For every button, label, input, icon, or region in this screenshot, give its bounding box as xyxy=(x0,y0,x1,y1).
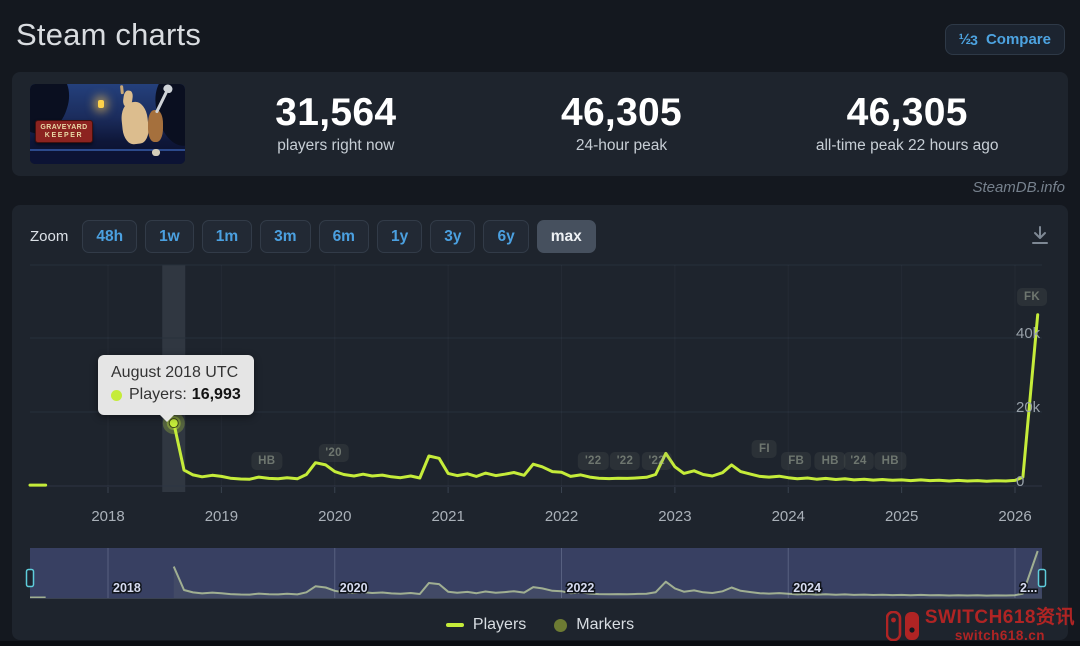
zoom-buttons: 48h 1w 1m 3m 6m 1y 3y 6y max xyxy=(82,220,596,253)
chart-toolbar: Zoom 48h 1w 1m 3m 6m 1y 3y 6y max xyxy=(30,220,1054,253)
site-watermark: SWITCH618资讯 switch618.cn xyxy=(885,607,1075,644)
stat-label: players right now xyxy=(277,136,395,154)
zoom-button-6y[interactable]: 6y xyxy=(483,220,529,253)
chart-panel: Zoom 48h 1w 1m 3m 6m 1y 3y 6y max 2018 2020 2022 20… xyxy=(12,205,1068,640)
event-marker-22[interactable]: '22 xyxy=(641,452,672,470)
event-marker-FI[interactable]: FI xyxy=(752,440,777,458)
donkey-figure xyxy=(119,100,151,146)
stat-label: 24-hour peak xyxy=(575,136,668,154)
stat-value: 31,564 xyxy=(275,91,397,135)
tooltip-value: 16,993 xyxy=(191,386,241,404)
series-dot-icon xyxy=(111,390,122,402)
zoom-button-3y[interactable]: 3y xyxy=(430,220,476,253)
zoom-button-48h[interactable]: 48h xyxy=(82,220,138,253)
chart-legend: Players Markers xyxy=(12,616,1068,634)
zoom-button-1y[interactable]: 1y xyxy=(376,220,423,253)
players-line-swatch xyxy=(445,623,464,627)
navigator-year-label: 2020 xyxy=(340,581,368,595)
stat-label: all-time peak 22 hours ago xyxy=(815,136,999,154)
x-axis-label: 2019 xyxy=(205,508,238,525)
compare-label: Compare xyxy=(985,31,1051,48)
lantern-icon xyxy=(98,100,104,108)
game-capsule: GRAVEYARD KEEPER xyxy=(30,84,185,164)
navigator-year-label: 2024 xyxy=(793,581,821,595)
tooltip-series-label: Players: xyxy=(129,386,187,404)
navigator-year-label: 2018 xyxy=(113,581,141,595)
navigator-selected-mask[interactable] xyxy=(30,548,1042,598)
event-marker-22[interactable]: '22 xyxy=(609,452,641,470)
skull-icon xyxy=(152,149,160,156)
legend-label: Markers xyxy=(576,616,635,633)
stat-value: 46,305 xyxy=(560,91,683,135)
game-logo: GRAVEYARD KEEPER xyxy=(35,120,93,144)
event-marker-HB[interactable]: HB xyxy=(814,452,846,470)
event-marker-22[interactable]: '22 xyxy=(578,452,609,470)
markers-dot-icon xyxy=(554,618,568,632)
x-axis-label: 2022 xyxy=(545,508,578,525)
y-axis-label: 0 xyxy=(1016,473,1024,490)
event-marker-20[interactable]: '20 xyxy=(318,444,349,462)
legend-label: Players xyxy=(472,616,527,633)
stat-value: 46,305 xyxy=(846,91,968,135)
download-chart-button[interactable] xyxy=(1026,221,1054,252)
navigator-right-handle[interactable] xyxy=(1037,568,1047,588)
event-marker-FB[interactable]: FB xyxy=(781,452,812,470)
stats-panel: GRAVEYARD KEEPER 31,564 players right now… xyxy=(12,72,1068,176)
navigator-track[interactable] xyxy=(30,548,1042,598)
watermark-title: SWITCH618资讯 xyxy=(924,607,1075,629)
legend-item-markers[interactable]: Markers xyxy=(554,616,634,634)
navigator-line xyxy=(30,550,1039,599)
x-axis-label: 2023 xyxy=(658,508,691,525)
stat-block: 46,305 all-time peak 22 hours ago xyxy=(764,91,1050,155)
bottom-strip xyxy=(0,641,1080,646)
steamdb-credit: SteamDB.info xyxy=(972,179,1065,196)
x-axis-label: 2024 xyxy=(772,508,805,525)
x-axis-label: 2021 xyxy=(431,508,464,525)
zoom-label: Zoom xyxy=(30,228,69,245)
navigator-left-handle[interactable] xyxy=(25,568,35,588)
navigator-area xyxy=(30,551,1042,598)
zoom-button-6m[interactable]: 6m xyxy=(318,220,369,253)
zoom-button-1w[interactable]: 1w xyxy=(145,220,194,253)
zoom-button-max[interactable]: max xyxy=(536,220,596,253)
chart-tooltip: August 2018 UTC Players: 16,993 xyxy=(98,355,254,422)
players-chart[interactable]: 2018 2020 2022 2024 2... 2018 2019 2020 2021 2022… xyxy=(12,205,1068,640)
x-axis-label: 2020 xyxy=(318,508,351,525)
x-axis-label: 2025 xyxy=(885,508,918,525)
y-axis-label: 20k xyxy=(1016,399,1041,416)
x-axis-label: 2026 xyxy=(998,508,1031,525)
event-marker-HB[interactable]: HB xyxy=(874,452,906,470)
stat-block: 31,564 players right now xyxy=(193,91,479,155)
stat-blocks: 31,564 players right now 46,305 24-hour pea… xyxy=(193,91,1050,155)
players-line xyxy=(172,313,1040,483)
event-marker-FK[interactable]: FK xyxy=(1017,288,1047,306)
x-axis-label: 2018 xyxy=(91,508,124,525)
event-marker-layer: HB '20'22'22'22 FI FB HB '24 HB FK xyxy=(12,205,1068,640)
keeper-figure xyxy=(148,110,163,142)
switch-logo-icon xyxy=(885,611,919,642)
legend-item-players[interactable]: Players xyxy=(445,616,527,634)
ground-art xyxy=(30,149,185,164)
navigator-year-label: 2... xyxy=(1020,581,1037,595)
page-title: Steam charts xyxy=(16,17,202,52)
event-marker-HB[interactable]: HB xyxy=(251,452,283,470)
event-marker-24[interactable]: '24 xyxy=(843,452,874,470)
zoom-button-1m[interactable]: 1m xyxy=(201,220,253,253)
zoom-button-3m[interactable]: 3m xyxy=(260,220,311,253)
navigator-year-label: 2022 xyxy=(567,581,595,595)
download-icon xyxy=(1032,226,1048,244)
y-axis-label: 40k xyxy=(1016,325,1041,342)
watermark-url: switch618.cn xyxy=(954,628,1045,644)
tooltip-date: August 2018 UTC xyxy=(111,364,239,381)
stat-block: 46,305 24-hour peak xyxy=(479,91,765,155)
